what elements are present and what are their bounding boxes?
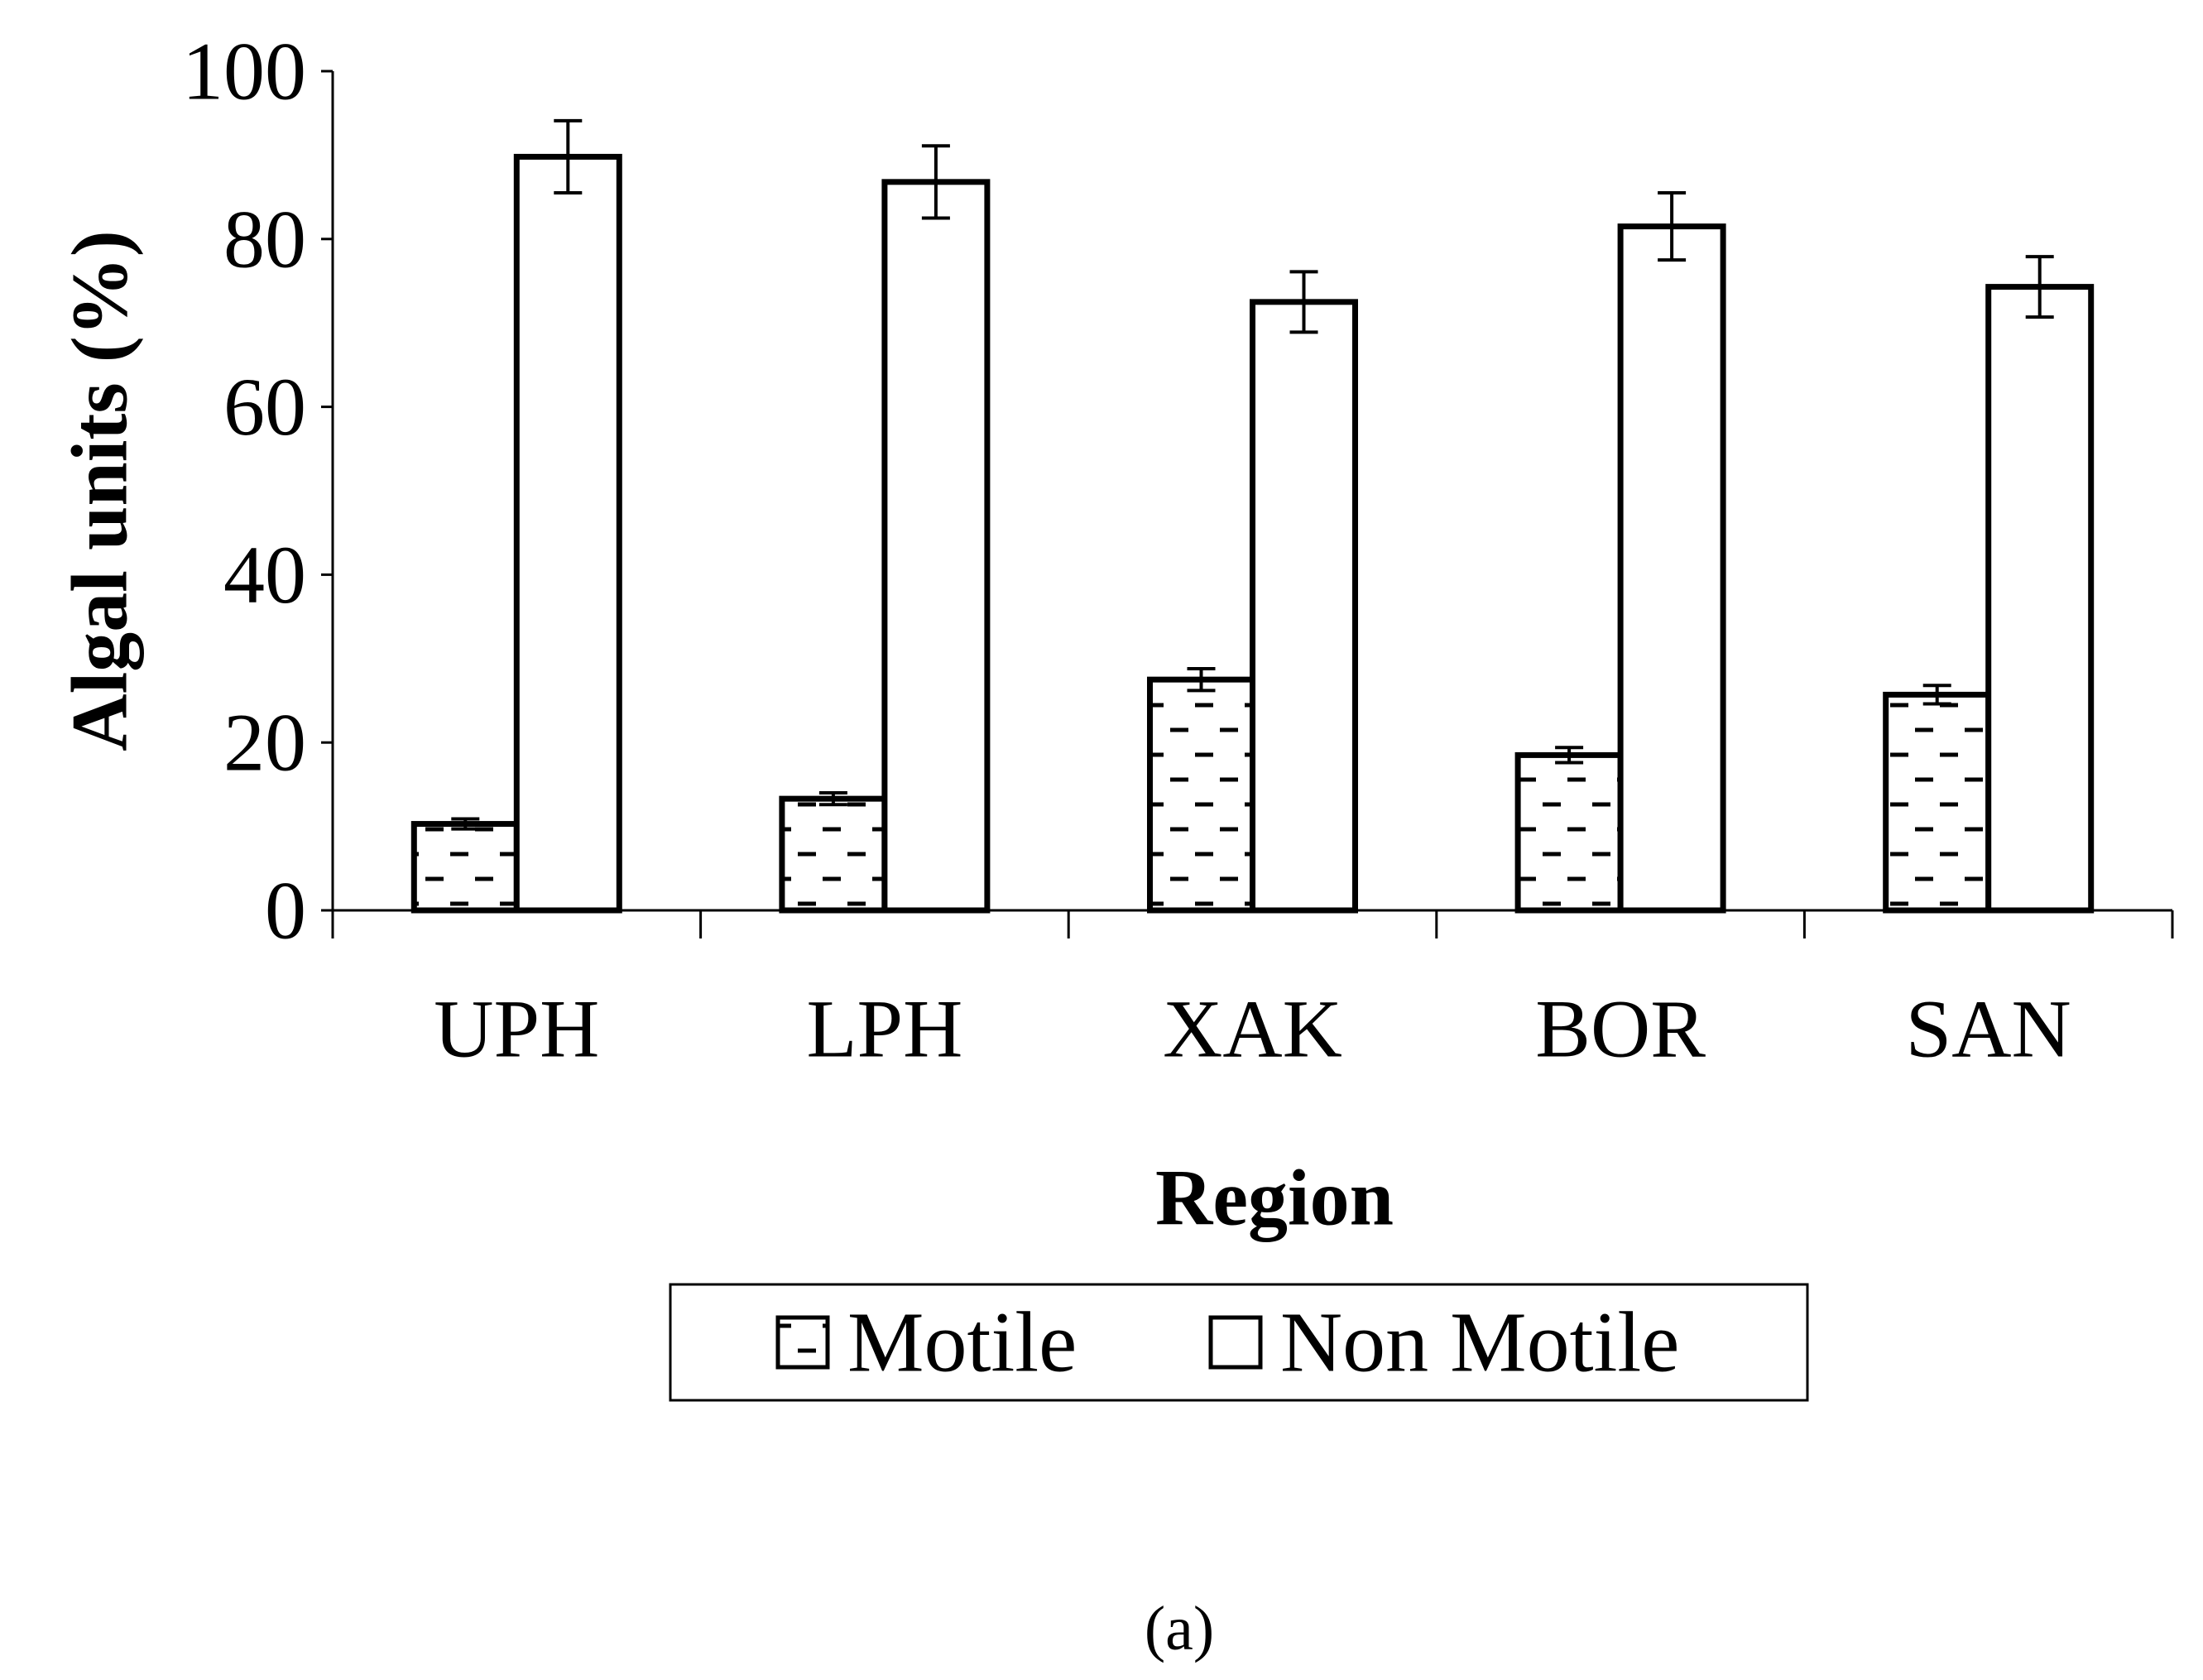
error-bar-motile-san [1922,684,1951,706]
bar-motile-san [1883,691,1992,914]
error-bar-non-motile-lph [921,144,950,220]
x-tick-label: XAK [1163,983,1342,1075]
panel-label: (a) [1145,1594,1214,1663]
legend-swatch-non-motile [1208,1315,1263,1370]
bars [410,153,2095,914]
error-bars [451,118,2054,831]
bar-motile-bor [1514,751,1624,914]
error-bar-non-motile-xak [1289,270,1318,334]
y-axis-title: Algal units (%) [55,230,144,751]
bar-non-motile-uph [513,153,622,914]
error-bar-non-motile-uph [554,118,583,195]
y-tick-label: 60 [223,361,306,453]
x-axis-title: Region [1155,1154,1394,1242]
y-tick-label: 100 [182,26,306,118]
error-bar-motile-bor [1555,746,1584,765]
error-bar-motile-lph [818,791,847,807]
x-tick-label: BOR [1535,983,1706,1075]
legend-swatch-motile [775,1315,830,1370]
bar-motile-lph [779,795,888,914]
x-tick-labels: UPH LPH XAK BOR SAN [434,983,2071,1075]
x-ticks [331,910,2174,938]
y-tick-label: 20 [223,697,306,789]
x-tick-label: SAN [1906,983,2071,1075]
x-tick-label: UPH [434,983,599,1075]
y-ticks: 0 20 40 60 80 100 [182,26,333,957]
bar-motile-xak [1147,676,1255,914]
x-tick-label: LPH [806,983,962,1075]
bar-non-motile-san [1985,284,2095,914]
y-tick-label: 80 [223,193,306,285]
y-tick-label: 40 [223,529,306,621]
legend-label-motile: Motile [847,1295,1077,1390]
y-tick-label: 0 [265,865,306,957]
error-bar-non-motile-bor [1658,191,1687,262]
bar-non-motile-lph [881,179,991,914]
error-bar-motile-xak [1187,666,1216,693]
legend: Motile Non Motile [669,1283,1809,1402]
error-bar-non-motile-san [2025,255,2054,319]
bar-non-motile-xak [1250,299,1358,914]
legend-label-non-motile: Non Motile [1280,1295,1679,1390]
bar-motile-uph [410,821,520,914]
error-bar-motile-uph [451,817,480,831]
bar-non-motile-bor [1617,223,1726,914]
